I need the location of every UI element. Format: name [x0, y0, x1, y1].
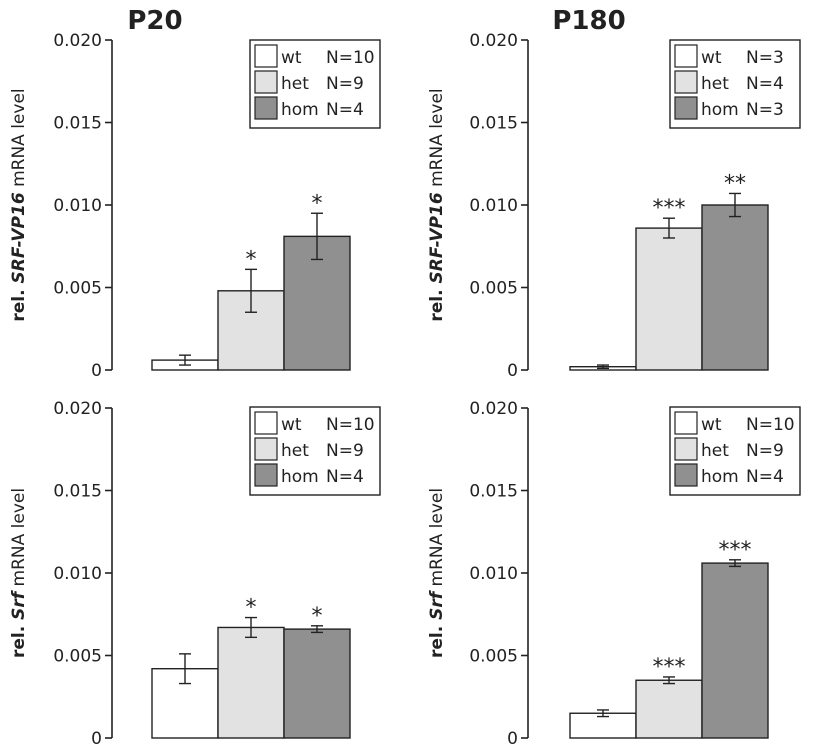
legend-swatch-hom [674, 96, 698, 120]
y-tick-label: 0.005 [53, 279, 102, 299]
y-tick-label: 0.010 [53, 196, 102, 216]
legend: wt N=3 het N=4 hom N=3 [669, 39, 801, 129]
y-tick-label: 0 [507, 361, 518, 381]
legend-label-wt: wt [281, 415, 302, 435]
significance-marker-het: *** [653, 655, 686, 680]
y-tick-label: 0 [507, 729, 518, 749]
y-tick-label: 0 [91, 361, 102, 381]
legend: wt N=10 het N=9 hom N=4 [249, 406, 381, 496]
y-tick-label: 0 [91, 729, 102, 749]
legend-n-hom: N=4 [326, 467, 364, 487]
legend-label-hom: hom [281, 100, 319, 120]
column-title-p20: P20 [127, 6, 182, 36]
y-axis-label-gene: SRF-VP16 [427, 192, 447, 283]
legend-swatch-het [254, 437, 278, 461]
y-tick-label: 0.020 [469, 31, 518, 51]
legend-n-hom: N=4 [326, 100, 364, 120]
column-title-p180: P180 [552, 6, 625, 36]
legend-label-wt: wt [701, 415, 722, 435]
legend-n-wt: N=3 [746, 48, 784, 68]
significance-marker-hom: *** [719, 538, 752, 563]
significance-marker-hom: * [312, 191, 323, 216]
chart-panel-3: 0 0.005 0.010 0.015 0.020 rel. Srf mRNA level… [9, 399, 381, 749]
legend-label-het: het [701, 74, 729, 94]
legend-swatch-hom [254, 96, 278, 120]
significance-marker-het: *** [653, 196, 686, 221]
bar-hom [701, 562, 769, 739]
legend: wt N=10 het N=9 hom N=4 [249, 39, 381, 129]
y-axis-label: rel. Srf mRNA level [9, 488, 29, 658]
y-tick-label: 0.005 [469, 647, 518, 667]
y-axis-label-suffix: mRNA level [9, 488, 29, 592]
bar-het [635, 227, 703, 371]
significance-marker-hom: * [312, 604, 323, 629]
legend-n-het: N=9 [326, 441, 364, 461]
legend-label-hom: hom [701, 100, 739, 120]
y-tick-label: 0.020 [469, 399, 518, 419]
legend-label-wt: wt [281, 48, 302, 68]
chart-panel-2: 0 0.005 0.010 0.015 0.020 rel. SRF-VP16 mRNA … [427, 31, 801, 381]
legend-swatch-het [674, 437, 698, 461]
significance-marker-hom: ** [724, 171, 746, 196]
legend-n-het: N=9 [746, 441, 784, 461]
bar-hom [701, 204, 769, 371]
legend-n-wt: N=10 [746, 415, 795, 435]
legend-n-het: N=4 [746, 74, 784, 94]
chart-panel-4: 0 0.005 0.010 0.015 0.020 rel. Srf mRNA level… [427, 399, 801, 749]
significance-marker-het: * [246, 247, 257, 272]
legend-n-het: N=9 [326, 74, 364, 94]
legend-swatch-wt [254, 44, 278, 68]
chart-panel-1: 0 0.005 0.010 0.015 0.020 rel. SRF-VP16 mRNA … [9, 31, 381, 381]
bar-het [217, 626, 285, 739]
y-axis-label-gene: Srf [9, 589, 29, 620]
y-axis-label-gene: SRF-VP16 [9, 192, 29, 283]
legend-label-wt: wt [701, 48, 722, 68]
legend-swatch-wt [674, 411, 698, 435]
y-tick-label: 0.015 [53, 482, 102, 502]
y-axis-label-suffix: mRNA level [427, 488, 447, 592]
legend-label-het: het [281, 74, 309, 94]
legend-n-wt: N=10 [326, 48, 375, 68]
y-tick-label: 0.005 [469, 279, 518, 299]
y-axis-label-prefix: rel. [9, 620, 29, 658]
y-axis-label-prefix: rel. [427, 620, 447, 658]
legend-label-hom: hom [281, 467, 319, 487]
y-tick-label: 0.010 [53, 564, 102, 584]
y-tick-label: 0.020 [53, 31, 102, 51]
legend-n-wt: N=10 [326, 415, 375, 435]
legend-swatch-hom [674, 463, 698, 487]
y-axis-label: rel. Srf mRNA level [427, 488, 447, 658]
y-tick-label: 0.015 [469, 114, 518, 134]
legend-n-hom: N=4 [746, 467, 784, 487]
y-axis-label-prefix: rel. [9, 284, 29, 322]
legend-label-het: het [281, 441, 309, 461]
y-tick-label: 0.020 [53, 399, 102, 419]
y-tick-label: 0.005 [53, 647, 102, 667]
y-axis-label-suffix: mRNA level [427, 88, 447, 192]
legend-swatch-het [674, 70, 698, 94]
y-tick-label: 0.010 [469, 196, 518, 216]
legend-label-hom: hom [701, 467, 739, 487]
y-tick-label: 0.015 [469, 482, 518, 502]
y-tick-label: 0.015 [53, 114, 102, 134]
y-axis-label: rel. SRF-VP16 mRNA level [9, 88, 29, 321]
legend-swatch-wt [254, 411, 278, 435]
bar-het [635, 679, 703, 739]
legend-swatch-het [254, 70, 278, 94]
legend-label-het: het [701, 441, 729, 461]
significance-marker-het: * [246, 596, 257, 621]
y-axis-label-gene: Srf [427, 589, 447, 620]
y-axis-label-prefix: rel. [427, 284, 447, 322]
y-axis-label: rel. SRF-VP16 mRNA level [427, 88, 447, 321]
y-tick-label: 0.010 [469, 564, 518, 584]
legend-n-hom: N=3 [746, 100, 784, 120]
bar-hom [283, 628, 351, 739]
y-axis-label-suffix: mRNA level [9, 88, 29, 192]
legend: wt N=10 het N=9 hom N=4 [669, 406, 801, 496]
legend-swatch-hom [254, 463, 278, 487]
legend-swatch-wt [674, 44, 698, 68]
